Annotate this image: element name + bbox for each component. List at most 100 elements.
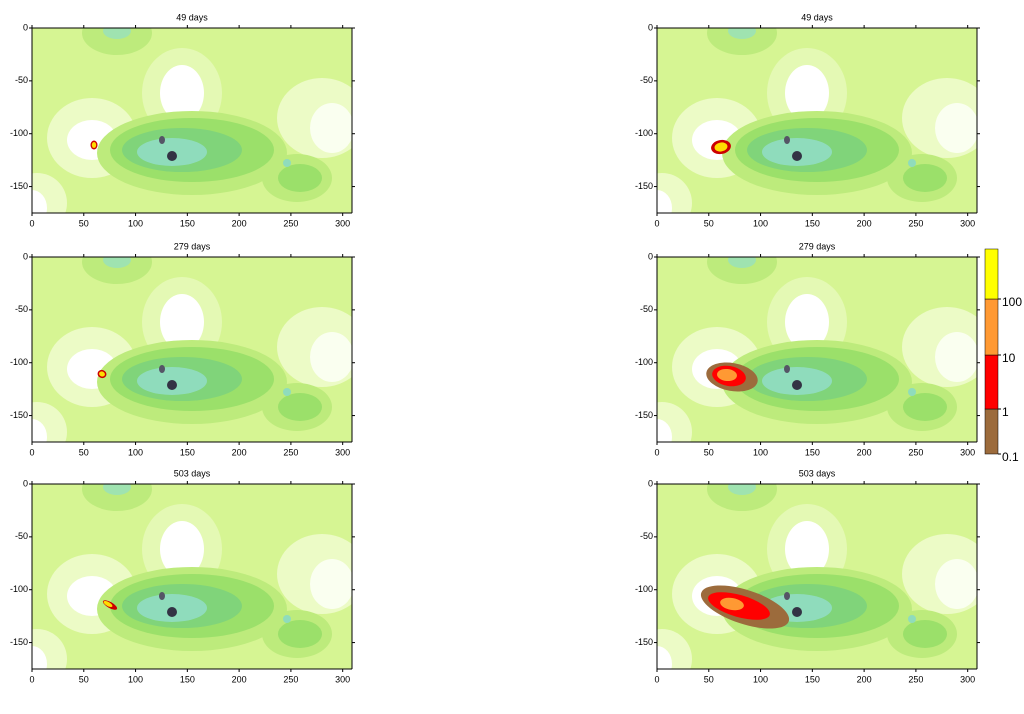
y-tick-label: -150 [10, 181, 28, 191]
y-tick-label: -50 [640, 304, 653, 314]
x-tick-label: 150 [805, 218, 820, 228]
colorbar-label: 10 [1002, 351, 1016, 365]
x-tick-label: 300 [335, 218, 350, 228]
panel-title: 279 days [799, 241, 836, 251]
y-tick-label: -100 [10, 128, 28, 138]
x-tick-label: 200 [857, 218, 872, 228]
plume-contour [717, 368, 737, 382]
y-tick-label: -150 [10, 637, 28, 647]
y-tick-label: -150 [635, 181, 653, 191]
y-tick-label: -100 [10, 357, 28, 367]
x-tick-label: 150 [805, 447, 820, 457]
plume [706, 362, 758, 392]
y-tick-label: 0 [648, 22, 653, 32]
y-tick-label: 0 [23, 22, 28, 32]
x-tick-label: 300 [960, 674, 975, 684]
colorbar-band [984, 408, 999, 455]
panel-title: 49 days [801, 12, 833, 22]
colorbar-label: 1 [1002, 405, 1009, 419]
y-tick-label: 0 [23, 251, 28, 261]
panel-title: 503 days [799, 468, 836, 478]
plume-contour [99, 371, 105, 377]
x-tick-label: 300 [960, 218, 975, 228]
y-tick-label: -50 [15, 75, 28, 85]
colorbar-band [984, 248, 999, 300]
plume-contour [714, 142, 728, 152]
plume [700, 585, 790, 629]
contour-field [7, 467, 367, 689]
plume [102, 600, 118, 610]
x-tick-label: 100 [128, 218, 143, 228]
y-tick-label: -100 [635, 357, 653, 367]
x-tick-label: 250 [283, 447, 298, 457]
y-tick-label: 0 [648, 251, 653, 261]
x-tick-label: 0 [654, 674, 659, 684]
x-tick-label: 150 [180, 218, 195, 228]
x-tick-label: 50 [79, 218, 89, 228]
x-tick-label: 100 [753, 674, 768, 684]
contour-field [7, 11, 367, 233]
colorbar-label: 0.1 [1002, 450, 1019, 464]
y-tick-label: 0 [23, 478, 28, 488]
x-tick-label: 200 [857, 447, 872, 457]
colorbar-band [984, 354, 999, 410]
plume-contour [91, 142, 97, 148]
x-tick-label: 150 [180, 674, 195, 684]
y-tick-label: 0 [648, 478, 653, 488]
panel-title: 503 days [174, 468, 211, 478]
y-tick-label: -50 [15, 531, 28, 541]
y-tick-label: -50 [15, 304, 28, 314]
panel-title: 279 days [174, 241, 211, 251]
x-tick-label: 200 [857, 674, 872, 684]
x-tick-label: 50 [79, 674, 89, 684]
panel-title: 49 days [176, 12, 208, 22]
contour-field [632, 240, 992, 462]
x-tick-label: 100 [753, 218, 768, 228]
x-tick-label: 250 [283, 674, 298, 684]
plume [90, 140, 98, 150]
panel: 279 days 0 50 100 150 200 250 300 0 -50 -100 -150 [632, 240, 992, 462]
plume [711, 139, 731, 155]
x-tick-label: 0 [29, 674, 34, 684]
colorbar-band [984, 298, 999, 356]
y-tick-label: -50 [640, 75, 653, 85]
x-tick-label: 100 [753, 447, 768, 457]
x-tick-label: 150 [805, 674, 820, 684]
x-tick-label: 300 [335, 447, 350, 457]
x-tick-label: 250 [908, 447, 923, 457]
x-tick-label: 50 [704, 674, 714, 684]
y-tick-label: -100 [635, 584, 653, 594]
colorbar-label: 100 [1002, 295, 1022, 309]
x-tick-label: 200 [232, 447, 247, 457]
panel: 49 days 0 50 100 150 200 250 300 0 -50 -100 -150 [632, 11, 992, 233]
x-tick-label: 300 [960, 447, 975, 457]
x-tick-label: 50 [704, 218, 714, 228]
plume-contour [103, 600, 113, 608]
x-tick-label: 0 [29, 447, 34, 457]
contour-field [632, 467, 992, 689]
contour-field [632, 11, 992, 233]
x-tick-label: 250 [908, 674, 923, 684]
contour-field [7, 240, 367, 462]
panel: 279 days 0 50 100 150 200 250 300 0 -50 -100 -150 [7, 240, 367, 462]
y-tick-label: -150 [635, 637, 653, 647]
y-tick-label: -100 [10, 584, 28, 594]
x-tick-label: 300 [335, 674, 350, 684]
y-tick-label: -150 [10, 410, 28, 420]
panel: 503 days 0 50 100 150 200 250 300 0 -50 -100 -150 [632, 467, 992, 689]
x-tick-label: 50 [704, 447, 714, 457]
x-tick-label: 200 [232, 218, 247, 228]
x-tick-label: 250 [283, 218, 298, 228]
x-tick-label: 0 [654, 218, 659, 228]
panel: 503 days 0 50 100 150 200 250 300 0 -50 -100 -150 [7, 467, 367, 689]
y-tick-label: -100 [635, 128, 653, 138]
x-tick-label: 150 [180, 447, 195, 457]
x-tick-label: 100 [128, 447, 143, 457]
x-tick-label: 0 [654, 447, 659, 457]
y-tick-label: -150 [635, 410, 653, 420]
x-tick-label: 200 [232, 674, 247, 684]
x-tick-label: 0 [29, 218, 34, 228]
colorbar: 0.1 1 10 100 [984, 248, 1022, 464]
x-tick-label: 50 [79, 447, 89, 457]
